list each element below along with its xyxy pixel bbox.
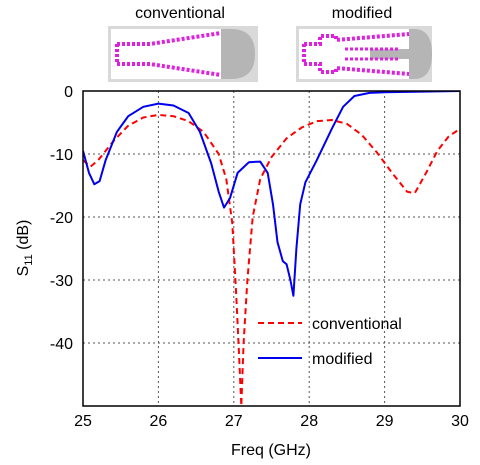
y-tick-labels: 0 -10 -20 -30 -40 [50, 84, 73, 353]
legend-label-conventional: conventional [312, 316, 402, 333]
inset-conventional: conventional [108, 5, 258, 82]
x-tick-label: 28 [300, 413, 318, 430]
inset-conventional-taper-top [117, 31, 222, 46]
y-axis-label-unit: (dB) [15, 220, 32, 255]
x-tick-labels: 25 26 27 28 29 30 [74, 413, 469, 430]
y-tick-label: 0 [64, 84, 73, 101]
inset-conventional-board [111, 29, 221, 79]
y-tick-label: -40 [50, 336, 73, 353]
inset-title-modified: modified [332, 5, 392, 22]
series-group [83, 91, 460, 406]
series-line-conventional [83, 113, 460, 406]
x-axis-label: Freq (GHz) [231, 442, 311, 459]
y-tick-label: -30 [50, 273, 73, 290]
x-tick-label: 27 [225, 413, 243, 430]
inset-conventional-taper-bottom [117, 62, 222, 77]
legend-label-modified: modified [312, 351, 372, 368]
y-tick-label: -10 [50, 147, 73, 164]
inset-modified-insert [370, 49, 422, 59]
x-tick-label: 29 [376, 413, 394, 430]
inset-modified: modified [296, 5, 432, 82]
inset-modified-outline-top [304, 32, 410, 46]
inset-conventional-lens [221, 29, 255, 79]
y-axis-label-main: S [15, 266, 32, 277]
inset-modified-outline-bottom [304, 62, 410, 76]
x-tick-label: 26 [150, 413, 168, 430]
plot-area [83, 91, 460, 406]
plot-frame [82, 90, 461, 407]
y-axis-label-sub: 11 [23, 254, 35, 265]
legend: conventional modified [258, 316, 402, 368]
series-line-modified [83, 91, 460, 297]
x-tick-label: 30 [451, 413, 469, 430]
inset-title-conventional: conventional [135, 5, 225, 22]
y-tick-label: -20 [50, 210, 73, 227]
x-tick-label: 25 [74, 413, 92, 430]
inset-modified-inner-line [345, 47, 400, 61]
y-axis-label: S11 (dB) [15, 220, 35, 277]
